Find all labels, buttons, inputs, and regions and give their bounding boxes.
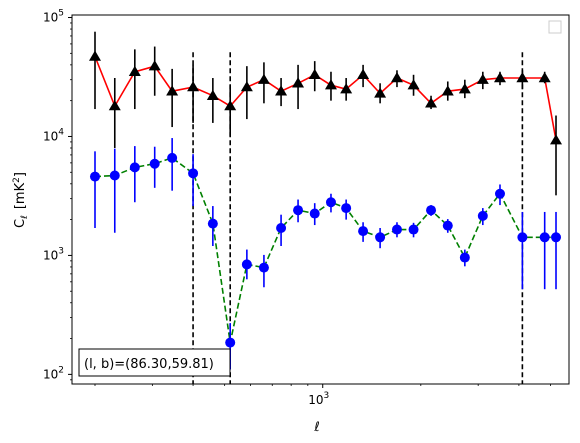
y-axis-label-unit: [mK: [13, 182, 28, 209]
series-1-point: [325, 197, 336, 208]
annotation-box: [78, 348, 231, 377]
series-1-point: [442, 220, 453, 231]
series-1-point: [517, 232, 528, 243]
legend-box: [548, 20, 562, 34]
y-tick-label: 102: [43, 365, 64, 381]
y-axis-label-main: C: [13, 219, 28, 228]
series-1-point: [539, 232, 550, 243]
series-0-point: [550, 134, 563, 145]
series-1-point: [408, 224, 419, 235]
series-1-line: [94, 157, 556, 343]
y-axis-label-unit-close: ]: [13, 172, 28, 177]
series-0-point: [340, 83, 353, 94]
series-1-point: [375, 232, 386, 243]
y-tick-label: 105: [43, 9, 64, 25]
y-tick-label: 103: [43, 246, 64, 262]
series-0-point: [458, 83, 471, 94]
series-0-point: [275, 85, 288, 96]
series-0-point: [128, 65, 141, 76]
series-1-point: [358, 226, 369, 237]
series-0-point: [390, 72, 403, 83]
series-1-point: [426, 205, 437, 216]
series-1-point: [309, 208, 320, 219]
series-1-point: [494, 188, 505, 199]
series-0-point: [441, 85, 454, 96]
y-axis-label-sub: ℓ: [20, 215, 30, 220]
y-tick-label: 104: [43, 127, 64, 143]
annotation-label: (l, b)=(86.30,59.81): [84, 357, 214, 372]
series-0-point: [148, 60, 161, 71]
series-0-point: [538, 72, 551, 83]
series-0-point: [292, 77, 305, 88]
series-1-point: [391, 224, 402, 235]
series-0-point: [357, 68, 370, 79]
series-0-point: [324, 79, 337, 90]
series-0-point: [308, 68, 321, 79]
series-0-point: [425, 97, 438, 108]
series-1-point: [188, 168, 199, 179]
series-0-point: [88, 50, 101, 61]
x-axis-label: ℓ: [313, 420, 319, 435]
series-1-point: [459, 252, 470, 263]
series-0-point: [206, 89, 219, 100]
series-1-point: [89, 171, 100, 182]
y-axis-label-unit-sup: 2: [12, 177, 22, 183]
y-axis-label: Cℓ [mK2]: [12, 172, 30, 228]
series-1-point: [276, 223, 287, 234]
series-0-point: [224, 100, 237, 111]
series-1-point: [207, 218, 218, 229]
series-1-point: [109, 170, 120, 181]
svg-text:Cℓ[mK2]: Cℓ [mK2]: [12, 172, 30, 228]
series-0-point: [374, 87, 387, 98]
series-0-point: [476, 73, 489, 84]
series-0-point: [108, 100, 121, 111]
series-0-line: [94, 56, 557, 141]
series-0-point: [257, 73, 270, 84]
plot-frame: [71, 14, 570, 385]
series-0-point: [516, 72, 529, 83]
series-1-point: [167, 152, 178, 163]
series-0-point: [240, 81, 253, 92]
series-1-point: [225, 337, 236, 348]
series-0-point: [493, 72, 506, 83]
series-1-point: [477, 210, 488, 221]
series-1-point: [258, 262, 269, 273]
series-0-point: [407, 79, 420, 90]
series-1-point: [241, 259, 252, 270]
x-tick-label: 103: [308, 391, 329, 407]
series-1-point: [341, 203, 352, 214]
series-1-point: [293, 205, 304, 216]
series-0-point: [166, 85, 179, 96]
series-1-point: [149, 158, 160, 169]
series-1-point: [129, 162, 140, 173]
series-0-point: [187, 81, 200, 92]
series-1-point: [551, 232, 562, 243]
